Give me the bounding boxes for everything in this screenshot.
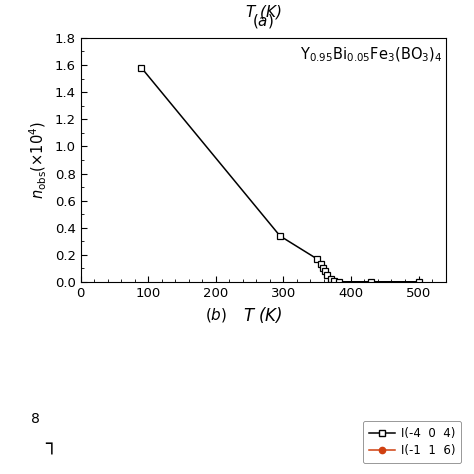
Text: $T$ (K): $T$ (K): [245, 3, 282, 21]
Legend: I(-4  0  4), I(-1  1  6): I(-4 0 4), I(-1 1 6): [363, 421, 461, 464]
Text: ┐: ┐: [45, 436, 57, 455]
Text: Y$_{0.95}$Bi$_{0.05}$Fe$_3$(BO$_3$)$_4$: Y$_{0.95}$Bi$_{0.05}$Fe$_3$(BO$_3$)$_4$: [300, 45, 442, 64]
Y-axis label: $n_{\mathrm{obs}}$($\times$10$^4$): $n_{\mathrm{obs}}$($\times$10$^4$): [28, 121, 49, 199]
Text: $(b)$: $(b)$: [205, 306, 227, 324]
Text: 8: 8: [31, 412, 40, 427]
Text: $(a)$: $(a)$: [252, 12, 274, 30]
X-axis label: $T$ (K): $T$ (K): [243, 305, 283, 326]
